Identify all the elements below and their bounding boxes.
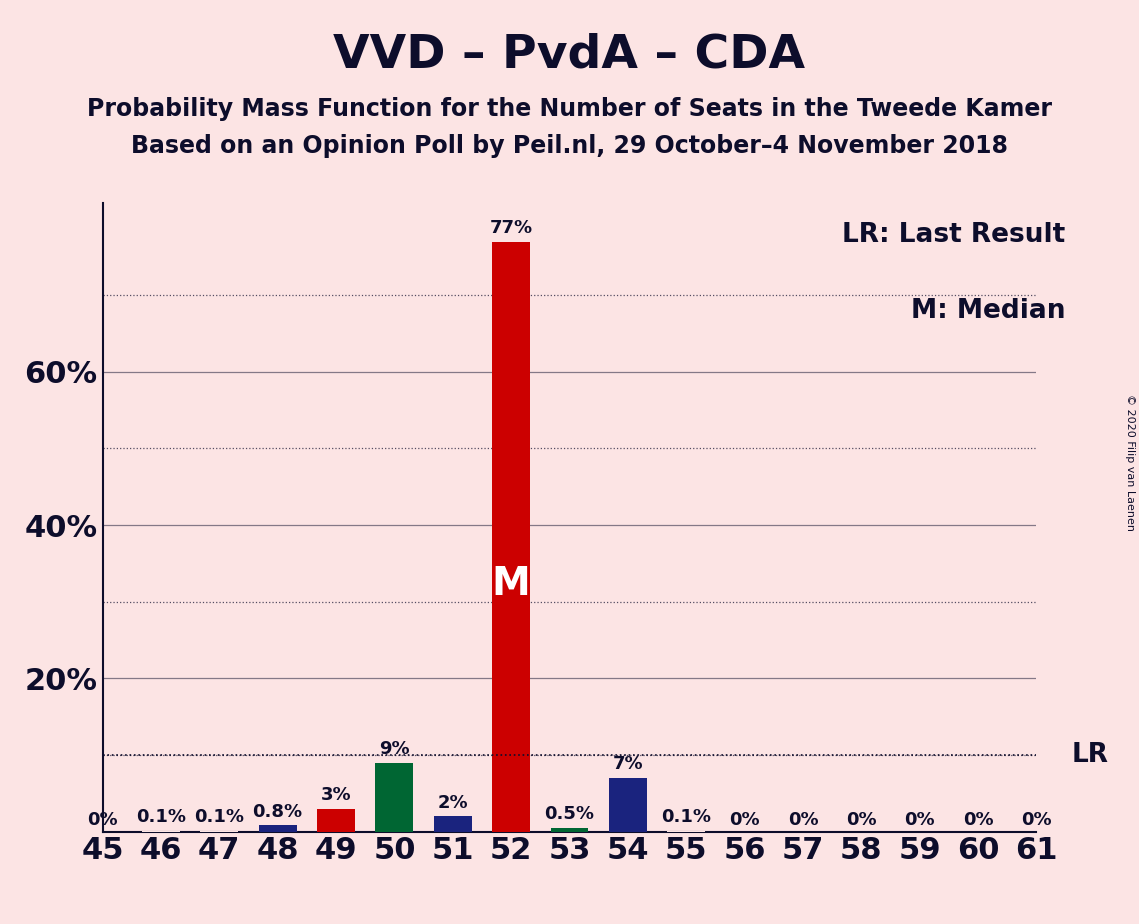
Text: 2%: 2% (437, 794, 468, 811)
Text: VVD – PvdA – CDA: VVD – PvdA – CDA (334, 32, 805, 78)
Text: 0.1%: 0.1% (136, 808, 186, 826)
Text: 0%: 0% (962, 811, 993, 830)
Text: M: M (492, 565, 531, 602)
Bar (434, 816, 472, 832)
Text: 0.5%: 0.5% (544, 805, 595, 823)
Bar (259, 825, 296, 832)
Bar (376, 762, 413, 832)
Text: 3%: 3% (321, 786, 351, 804)
Text: 77%: 77% (490, 219, 533, 237)
Bar (492, 241, 530, 832)
Text: Probability Mass Function for the Number of Seats in the Tweede Kamer: Probability Mass Function for the Number… (87, 97, 1052, 121)
Text: 0.1%: 0.1% (195, 808, 244, 826)
Text: 7%: 7% (613, 755, 644, 773)
Text: M: Median: M: Median (911, 298, 1066, 323)
Bar (550, 828, 589, 832)
Text: 0%: 0% (88, 811, 117, 830)
Text: 0%: 0% (846, 811, 877, 830)
Text: LR: Last Result: LR: Last Result (843, 222, 1066, 249)
Text: 0%: 0% (788, 811, 818, 830)
Text: LR: LR (1072, 742, 1108, 768)
Text: Based on an Opinion Poll by Peil.nl, 29 October–4 November 2018: Based on an Opinion Poll by Peil.nl, 29 … (131, 134, 1008, 158)
Bar (609, 778, 647, 832)
Text: 0%: 0% (729, 811, 760, 830)
Text: 0.1%: 0.1% (662, 808, 711, 826)
Text: 0%: 0% (904, 811, 935, 830)
Text: 0.8%: 0.8% (253, 803, 303, 821)
Text: © 2020 Filip van Laenen: © 2020 Filip van Laenen (1125, 394, 1134, 530)
Bar (317, 808, 355, 832)
Text: 9%: 9% (379, 740, 410, 758)
Text: 0%: 0% (1022, 811, 1051, 830)
